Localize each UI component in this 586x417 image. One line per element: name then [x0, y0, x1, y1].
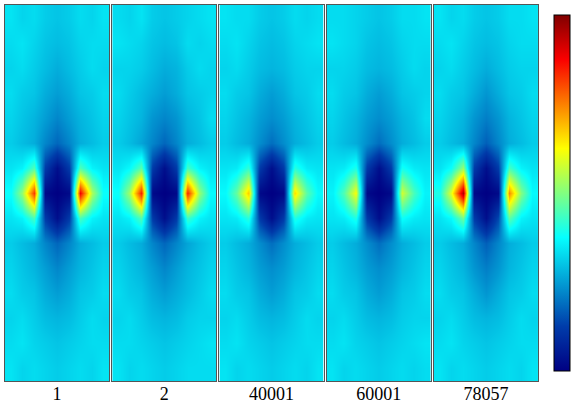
svg-text:1: 1 — [53, 384, 62, 404]
svg-text:40001: 40001 — [249, 384, 294, 404]
svg-text:2: 2 — [160, 384, 169, 404]
svg-text:78057: 78057 — [463, 384, 508, 404]
svg-text:60001: 60001 — [356, 384, 401, 404]
